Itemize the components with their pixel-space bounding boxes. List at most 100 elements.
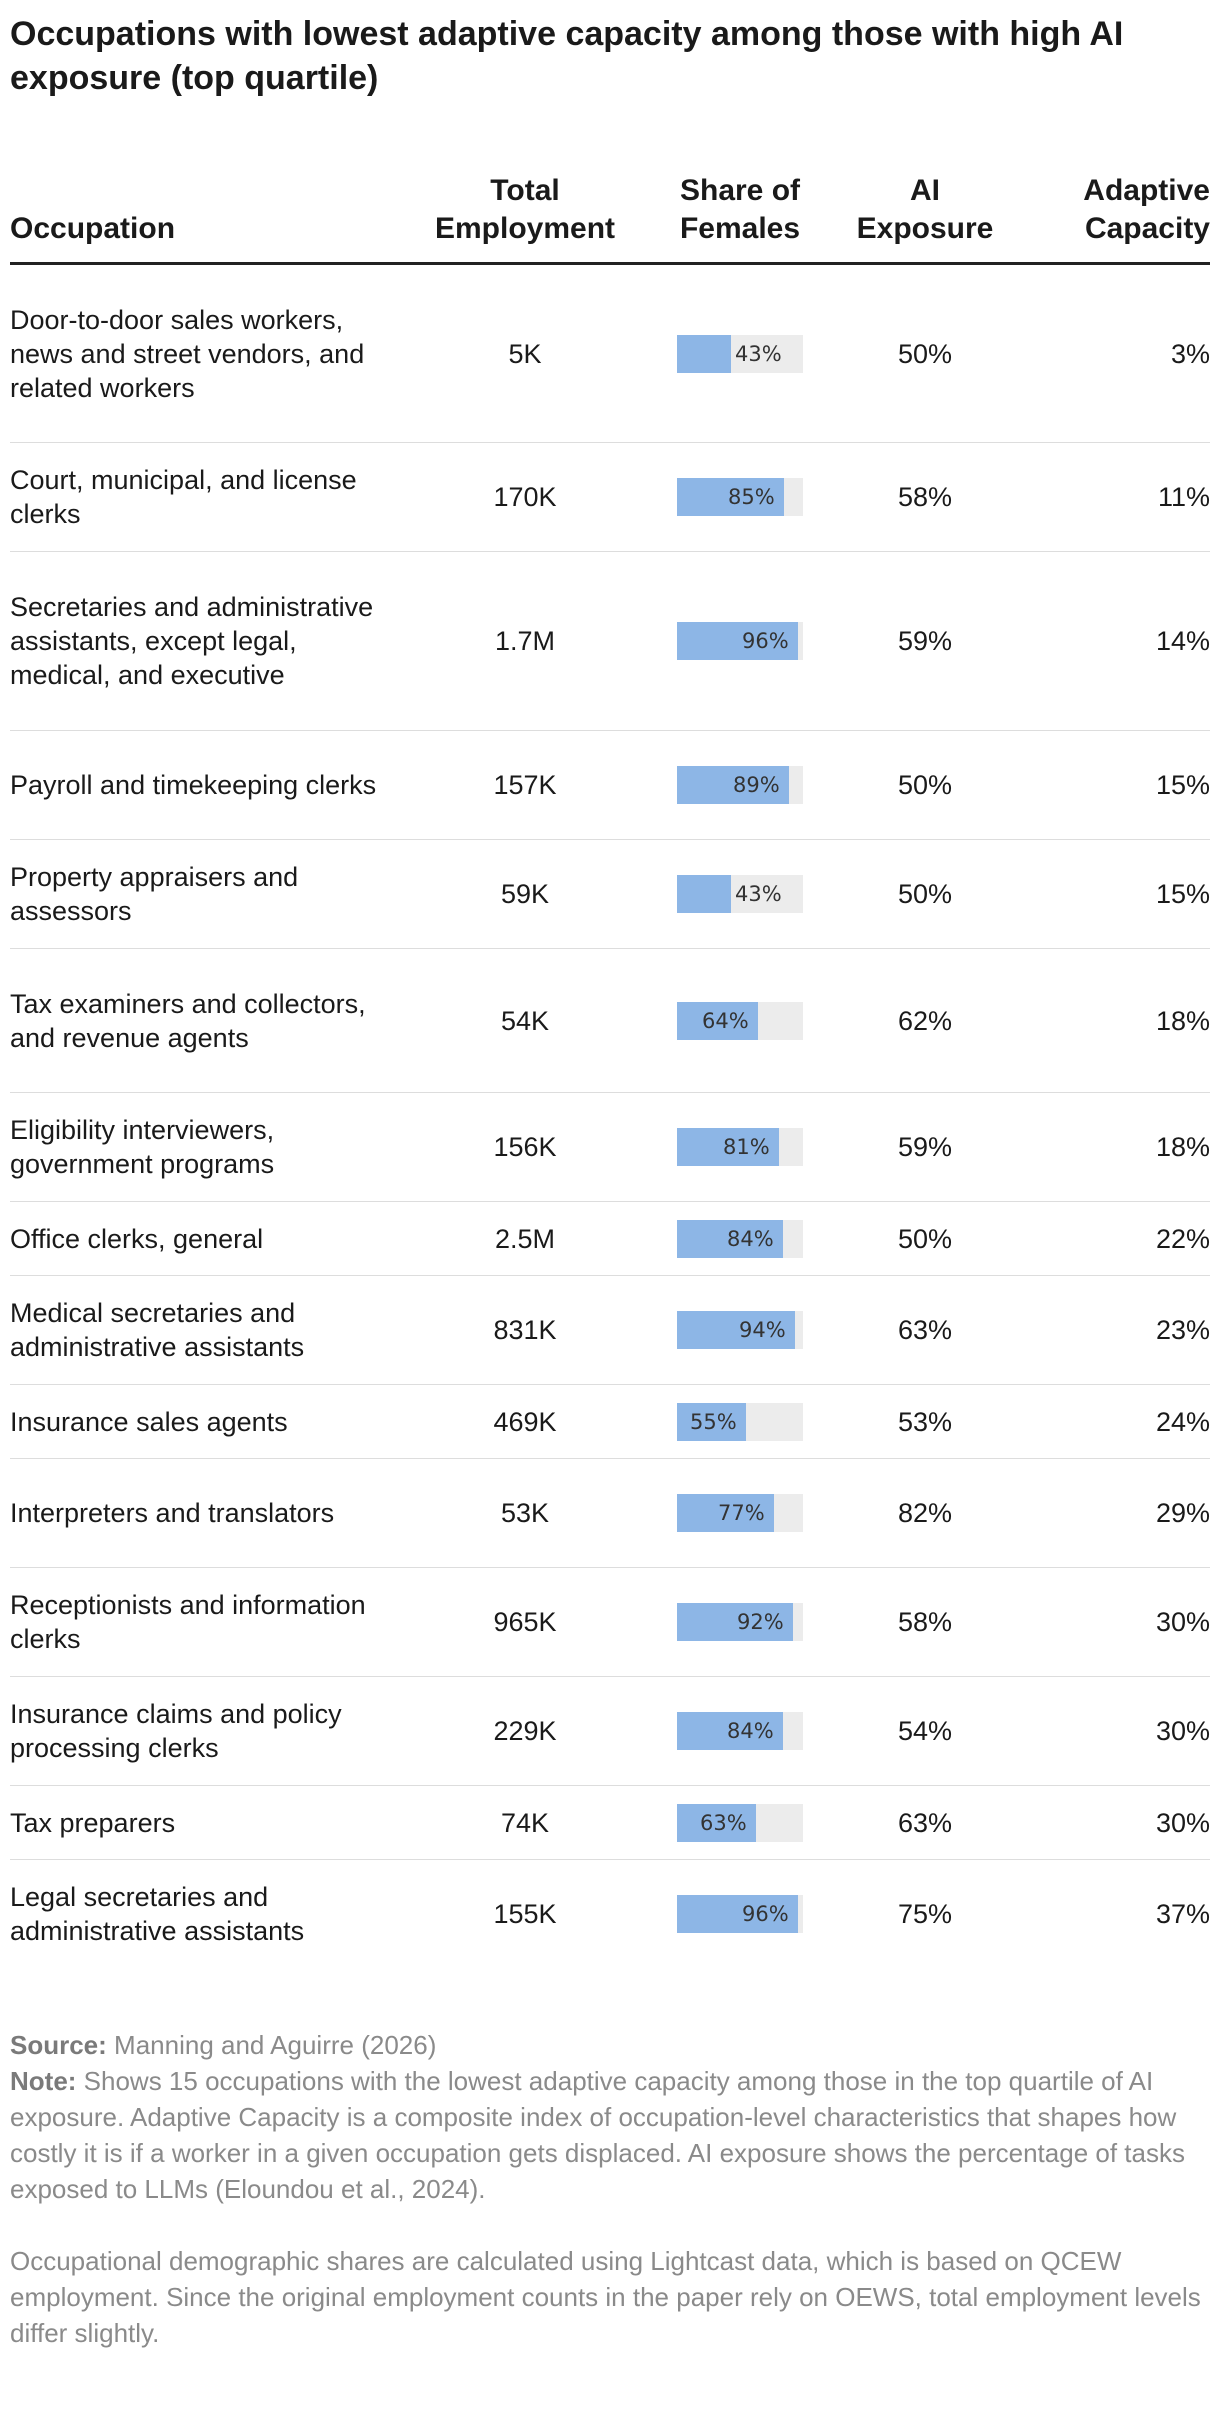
occupation-cell: Insurance sales agents xyxy=(10,1384,410,1459)
female-share-bar-track: 94% xyxy=(677,1311,803,1349)
ai-exposure-cell: 53% xyxy=(840,1384,1010,1459)
adaptive-capacity-cell: 18% xyxy=(1010,948,1210,1093)
female-share-bar-track: 81% xyxy=(677,1128,803,1166)
female-share-bar xyxy=(677,334,731,373)
adaptive-capacity-cell: 15% xyxy=(1010,730,1210,840)
table-row: Door-to-door sales workers, news and str… xyxy=(10,263,1210,443)
header-total-employment: Total Employment xyxy=(410,172,640,265)
female-share-label: 63% xyxy=(700,1810,747,1835)
ai-exposure-cell: 82% xyxy=(840,1458,1010,1568)
source-line: Source: Manning and Aguirre (2026) xyxy=(10,2027,1210,2063)
source-label: Source: xyxy=(10,2029,107,2060)
female-share-bar-track: 84% xyxy=(677,1219,803,1258)
occupation-cell: Office clerks, general xyxy=(10,1201,410,1276)
header-adaptive-capacity: Adaptive Capacity xyxy=(1010,172,1210,265)
female-share-bar xyxy=(677,1311,795,1349)
occupation-cell: Property appraisers and assessors xyxy=(10,839,410,949)
adaptive-capacity-cell: 30% xyxy=(1010,1676,1210,1786)
female-share-bar-track: 89% xyxy=(677,766,803,804)
female-share-bar xyxy=(677,1603,793,1641)
ai-exposure-cell: 50% xyxy=(840,263,1010,443)
employment-cell: 155K xyxy=(493,1899,557,1930)
female-share-label: 89% xyxy=(733,773,780,797)
female-share-cell: 77% xyxy=(640,1458,840,1568)
table-body: Door-to-door sales workers, news and str… xyxy=(10,263,1210,1969)
table-row: Receptionists and information clerks 965K… xyxy=(10,1567,1210,1677)
ai-exposure-cell: 75% xyxy=(897,1899,953,1930)
occupation-cell: Legal secretaries and administrative ass… xyxy=(10,1882,305,1947)
employment-cell: 2.5M xyxy=(410,1201,640,1276)
female-share-bar-track: 63% xyxy=(677,1803,803,1842)
female-share-cell: 85% xyxy=(640,442,840,552)
adaptive-capacity-cell: 11% xyxy=(1010,442,1210,552)
female-share-bar-track: 43% xyxy=(677,875,803,913)
footnote: Occupational demographic shares are calc… xyxy=(10,2245,1201,2348)
female-share-label: 55% xyxy=(690,1409,737,1434)
female-share-label: 84% xyxy=(727,1226,774,1251)
table-row: Eligibility interviewers, government pro… xyxy=(10,1092,1210,1202)
chart-title: Occupations with lowest adaptive capacit… xyxy=(10,15,1124,97)
female-share-bar xyxy=(677,1001,758,1040)
ai-exposure-cell: 50% xyxy=(840,1201,1010,1276)
female-share-bar xyxy=(677,1219,783,1258)
female-share-bar xyxy=(677,1895,798,1934)
table-header-row: Occupation Total Employment Share of Fem… xyxy=(10,172,1210,265)
employment-cell: 157K xyxy=(410,730,640,840)
female-share-bar-track: 96% xyxy=(677,622,803,660)
female-share-label: 64% xyxy=(702,1008,749,1033)
female-share-cell: 64% xyxy=(640,948,840,1093)
header-share-of-females: Share of Females xyxy=(640,172,840,265)
source-text: Manning and Aguirre (2026) xyxy=(114,2029,437,2060)
female-share-bar xyxy=(677,766,789,804)
occupation-cell: Medical secretaries and administrative a… xyxy=(10,1275,410,1385)
female-share-cell: 96% xyxy=(640,1860,840,1969)
ai-exposure-cell: 50% xyxy=(840,730,1010,840)
employment-cell: 170K xyxy=(410,442,640,552)
note-line: Note: Shows 15 occupations with the lowe… xyxy=(10,2063,1210,2207)
ai-exposure-cell: 63% xyxy=(840,1275,1010,1385)
female-share-cell: 84% xyxy=(640,1676,840,1786)
table-row: Secretaries and administrative assistant… xyxy=(10,551,1210,731)
female-share-label: 43% xyxy=(735,341,782,366)
female-share-bar-track: 96% xyxy=(677,1895,803,1934)
table-row: Legal secretaries and administrative ass… xyxy=(10,1860,1210,1969)
adaptive-capacity-cell: 22% xyxy=(1010,1201,1210,1276)
female-share-bar xyxy=(677,478,784,516)
employment-cell: 59K xyxy=(410,839,640,949)
female-share-cell: 55% xyxy=(640,1384,840,1459)
adaptive-capacity-cell: 24% xyxy=(1010,1384,1210,1459)
occupation-cell: Court, municipal, and license clerks xyxy=(10,442,410,552)
employment-cell: 5K xyxy=(410,263,640,443)
occupation-cell: Secretaries and administrative assistant… xyxy=(10,551,410,731)
occupation-cell: Door-to-door sales workers, news and str… xyxy=(10,263,410,443)
chart-page: Occupations with lowest adaptive capacit… xyxy=(10,15,1210,2348)
table-row: Tax preparers 74K 63% 63% 30% xyxy=(10,1785,1210,1860)
adaptive-capacity-cell: 3% xyxy=(1010,263,1210,443)
female-share-cell: 96% xyxy=(640,551,840,731)
occupation-cell: Payroll and timekeeping clerks xyxy=(10,730,410,840)
female-share-cell: 92% xyxy=(640,1567,840,1677)
female-share-label: 92% xyxy=(737,1610,784,1634)
header-occupation: Occupation xyxy=(10,172,410,265)
female-share-label: 81% xyxy=(723,1135,770,1159)
ai-exposure-cell: 62% xyxy=(840,948,1010,1093)
female-share-bar xyxy=(677,1494,774,1532)
ai-exposure-cell: 58% xyxy=(840,1567,1010,1677)
table-row: Insurance claims and policy processing c… xyxy=(10,1676,1210,1786)
adaptive-capacity-cell: 37% xyxy=(1155,1899,1210,1930)
occupation-cell: Receptionists and information clerks xyxy=(10,1567,410,1677)
female-share-bar-track: 84% xyxy=(677,1712,803,1750)
ai-exposure-cell: 54% xyxy=(840,1676,1010,1786)
employment-cell: 229K xyxy=(410,1676,640,1786)
female-share-cell: 94% xyxy=(640,1275,840,1385)
adaptive-capacity-cell: 15% xyxy=(1010,839,1210,949)
employment-cell: 74K xyxy=(410,1785,640,1860)
adaptive-capacity-cell: 29% xyxy=(1010,1458,1210,1568)
occupation-table: Occupation Total Employment Share of Fem… xyxy=(10,172,1210,1969)
female-share-label: 85% xyxy=(728,485,775,509)
female-share-label: 84% xyxy=(727,1719,774,1743)
employment-cell: 53K xyxy=(410,1458,640,1568)
female-share-bar-track: 77% xyxy=(677,1494,803,1532)
ai-exposure-cell: 50% xyxy=(840,839,1010,949)
female-share-label: 96% xyxy=(742,629,789,653)
